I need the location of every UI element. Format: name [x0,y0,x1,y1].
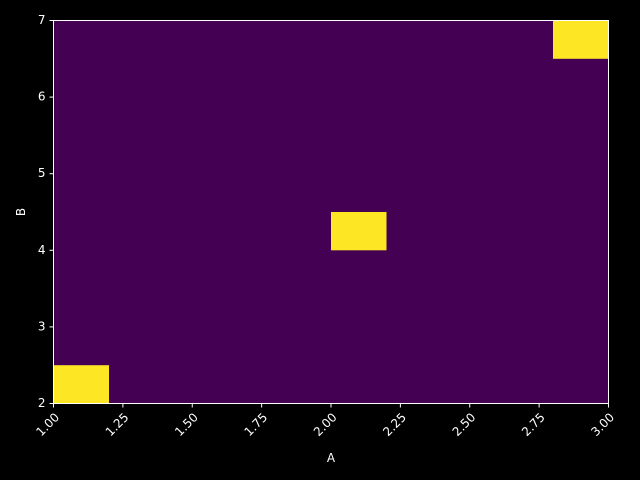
y-tick-label: 2 [38,396,46,410]
y-tick-label: 4 [38,243,46,257]
plot-area [53,20,609,404]
x-tick-label: 2.75 [519,410,548,439]
heatmap-cell [553,20,609,59]
y-tick-label: 3 [38,319,46,333]
x-tick-label: 2.00 [311,410,340,439]
y-axis-label: B [14,208,28,216]
x-tick-label: 3.00 [588,410,617,439]
y-axis: 2 3 4 5 6 7 [38,13,54,410]
x-tick-label: 1.75 [241,410,270,439]
x-tick-label: 2.25 [380,410,409,439]
heatmap-cell [331,212,387,251]
x-axis: 1.00 1.25 1.50 1.75 2.00 2.25 2.50 2.75 3.00 [33,403,617,439]
x-tick-label: 1.25 [103,410,132,439]
x-tick-label: 1.00 [33,410,62,439]
x-tick-label: 2.50 [450,410,479,439]
y-tick-label: 6 [38,90,46,104]
x-axis-label: A [327,451,336,465]
y-tick-label: 5 [38,166,46,180]
y-tick-label: 7 [38,13,46,27]
x-tick-label: 1.50 [172,410,201,439]
heatmap-cell [53,365,109,404]
